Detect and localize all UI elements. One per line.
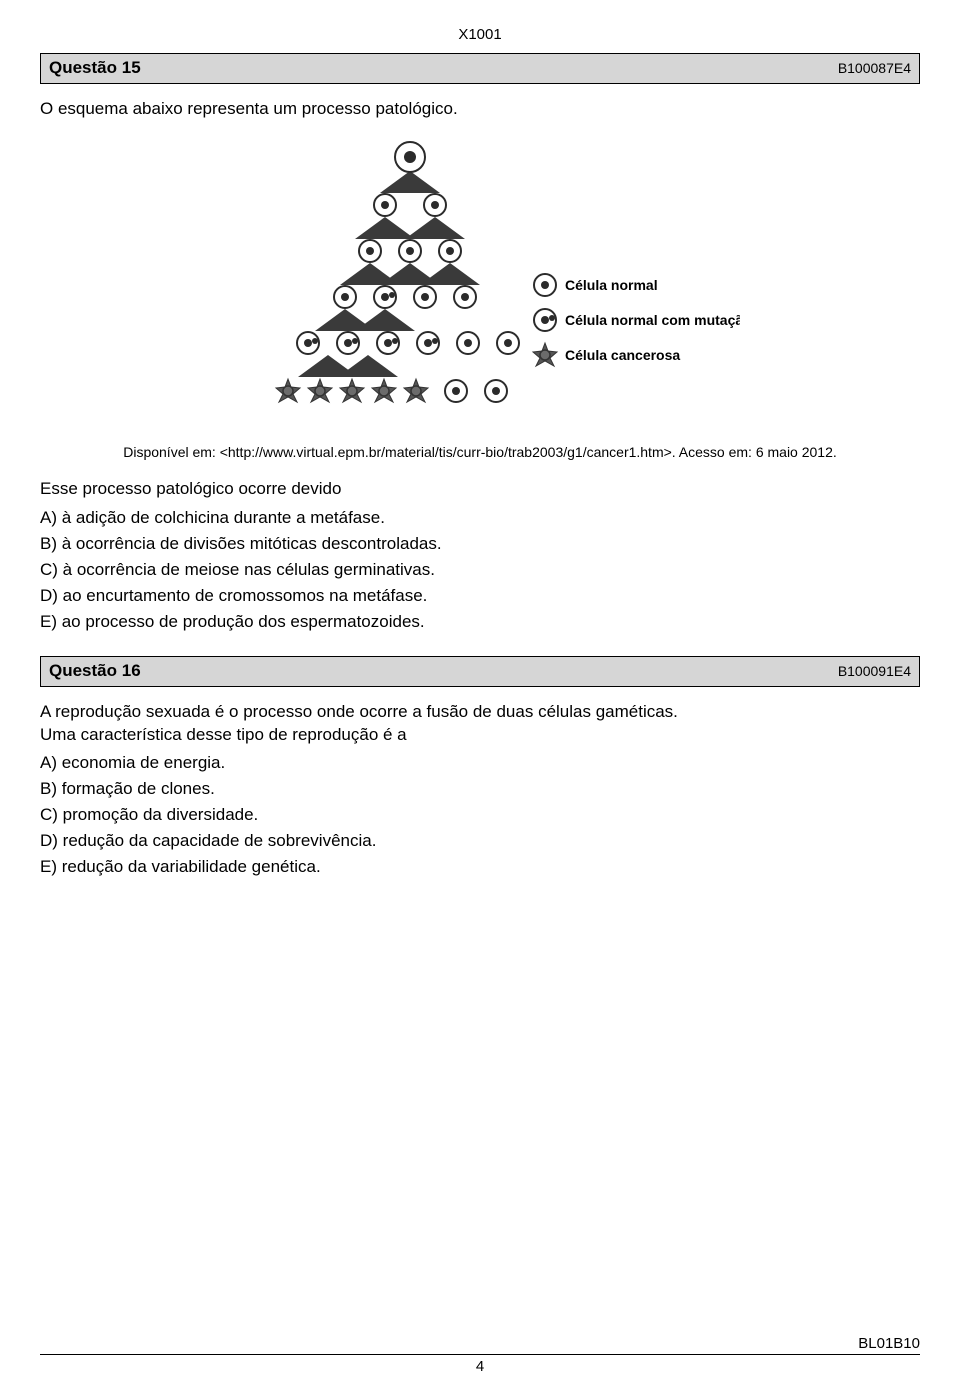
tree-cancer-cell (276, 379, 300, 402)
tree-mutated-cell (297, 332, 319, 354)
tree-cancer-cell (308, 379, 332, 402)
legend-normal-label: Célula normal (565, 277, 658, 293)
option-b: B) formação de clones. (40, 778, 920, 801)
tree-cell (424, 194, 446, 216)
question-16-bar: Questão 16 B100091E4 (40, 656, 920, 687)
tree-mutated-cell (377, 332, 399, 354)
legend-cancer-label: Célula cancerosa (565, 347, 680, 363)
cell-division-diagram: Célula normal Célula normal com mutação … (40, 135, 920, 435)
tree-cancer-cell (340, 379, 364, 402)
tree-cell (497, 332, 519, 354)
question-15-stem: O esquema abaixo representa um processo … (40, 98, 920, 121)
question-15-prompt: Esse processo patológico ocorre devido (40, 478, 920, 501)
tree-cell (445, 380, 467, 402)
tree-cell (485, 380, 507, 402)
question-16-options: A) economia de energia. B) formação de c… (40, 752, 920, 879)
tree-cell (334, 286, 356, 308)
option-e: E) ao processo de produção dos espermato… (40, 611, 920, 634)
option-d: D) redução da capacidade de sobrevivênci… (40, 830, 920, 853)
tree-cell (414, 286, 436, 308)
question-16-number: Questão 16 (49, 660, 141, 683)
legend-cancer-icon (533, 343, 557, 366)
question-15-options: A) à adição de colchicina durante a metá… (40, 507, 920, 634)
tree-mutated-cell (374, 286, 396, 308)
option-a: A) à adição de colchicina durante a metá… (40, 507, 920, 530)
option-e: E) redução da variabilidade genética. (40, 856, 920, 879)
option-d: D) ao encurtamento de cromossomos na met… (40, 585, 920, 608)
question-16-stem-line1: A reprodução sexuada é o processo onde o… (40, 701, 920, 724)
footer-code: BL01B10 (858, 1334, 920, 1354)
tree-cell (457, 332, 479, 354)
legend-mutated-label: Célula normal com mutação (565, 312, 740, 328)
footer-page-number: 4 (100, 1357, 860, 1377)
question-16-code: B100091E4 (838, 662, 911, 681)
option-c: C) promoção da diversidade. (40, 804, 920, 827)
page-footer: BL01B10 4 (40, 1332, 920, 1378)
tree-cell (399, 240, 421, 262)
tree-mutated-cell (337, 332, 359, 354)
diagram-legend: Célula normal Célula normal com mutação … (533, 274, 740, 366)
question-15-number: Questão 15 (49, 57, 141, 80)
option-c: C) à ocorrência de meiose nas células ge… (40, 559, 920, 582)
tree-mutated-cell (417, 332, 439, 354)
tree-cell (439, 240, 461, 262)
tree-cancer-cell (372, 379, 396, 402)
question-15-bar: Questão 15 B100087E4 (40, 53, 920, 84)
tree-cell (359, 240, 381, 262)
question-16-stem-line2: Uma característica desse tipo de reprodu… (40, 724, 920, 747)
legend-normal-icon (534, 274, 556, 296)
option-b: B) à ocorrência de divisões mitóticas de… (40, 533, 920, 556)
tree-cell (374, 194, 396, 216)
question-15-source: Disponível em: <http://www.virtual.epm.b… (40, 443, 920, 462)
header-code: X1001 (40, 25, 920, 45)
question-15-code: B100087E4 (838, 59, 911, 78)
option-a: A) economia de energia. (40, 752, 920, 775)
tree-cancer-cell (404, 379, 428, 402)
tree-cell (454, 286, 476, 308)
legend-mutated-icon (534, 309, 556, 331)
tree-root-cell (395, 142, 425, 172)
